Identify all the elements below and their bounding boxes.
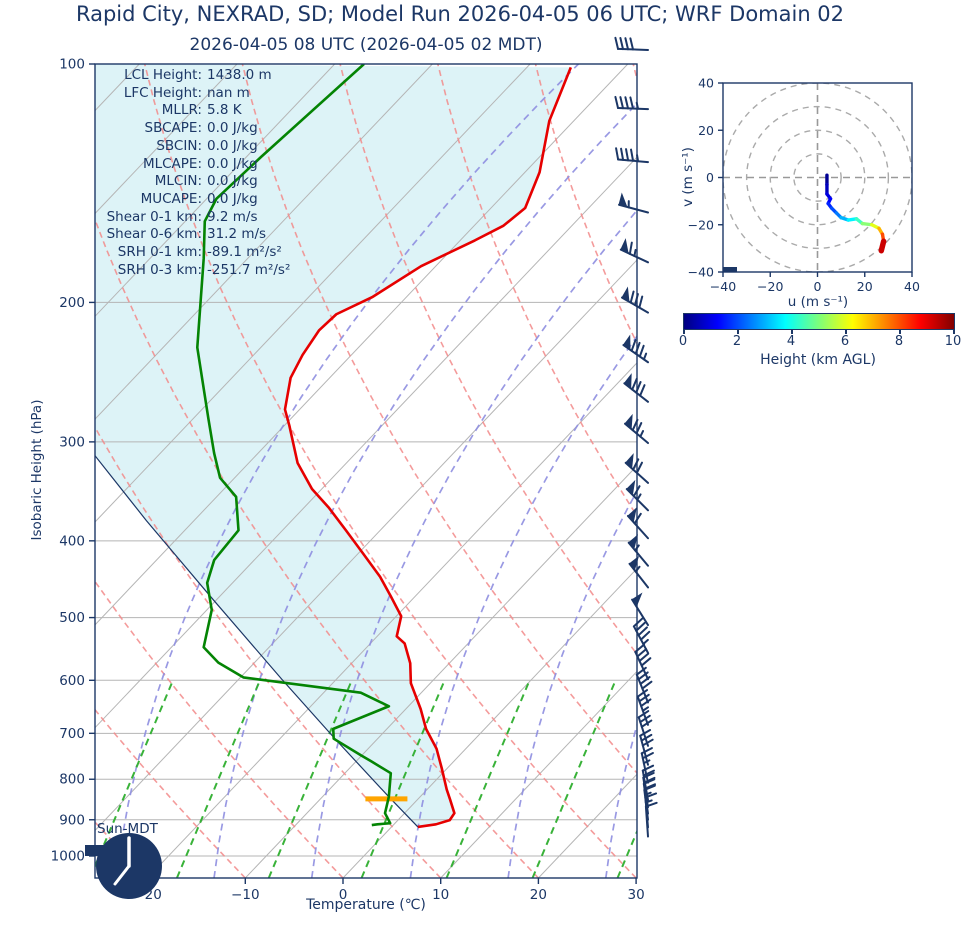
- stat-line: Shear 0-1 km: 9.2 m/s: [0, 209, 258, 225]
- page-title: Rapid City, NEXRAD, SD; Model Run 2026-0…: [75, 2, 845, 26]
- axis-corner-marker: [85, 845, 105, 856]
- svg-text:20: 20: [530, 887, 547, 903]
- colorbar-tick-label: 0: [678, 334, 688, 349]
- stat-line: SRH 0-3 km: -251.7 m²/s²: [0, 261, 291, 278]
- colorbar-tick-label: 8: [894, 334, 904, 349]
- stat-label: MLCIN:: [154, 173, 202, 190]
- stat-value: -251.7 m²/s²: [207, 261, 291, 278]
- stat-label: Shear 0-6 km:: [106, 226, 202, 243]
- stat-line: MUCAPE: 0.0 J/kg: [0, 191, 258, 207]
- stat-label: SBCAPE:: [144, 120, 202, 137]
- svg-text:−20: −20: [688, 217, 714, 232]
- colorbar-tick-mark: [791, 330, 793, 334]
- svg-text:900: 900: [59, 812, 85, 828]
- svg-text:10: 10: [432, 887, 449, 903]
- svg-text:300: 300: [59, 434, 85, 450]
- svg-text:400: 400: [59, 533, 85, 549]
- stat-label: MUCAPE:: [140, 191, 202, 208]
- svg-text:0: 0: [706, 170, 714, 185]
- svg-text:0: 0: [814, 279, 822, 294]
- stat-line: Shear 0-6 km: 31.2 m/s: [0, 226, 267, 243]
- valid-time-subtitle: 2026-04-05 08 UTC (2026-04-05 02 MDT): [189, 35, 543, 55]
- temperature-curve: [283, 66, 573, 829]
- hodograph-panel: −40 −20 0 20 40 −40 −20 0 20 40: [688, 76, 920, 295]
- hodograph-y-label: v (m s⁻¹): [680, 147, 696, 207]
- colorbar-tick-label: 6: [840, 334, 850, 349]
- stat-value: 0.0 J/kg: [207, 120, 258, 137]
- svg-text:−20: −20: [757, 279, 783, 294]
- svg-text:20: 20: [857, 279, 873, 294]
- colorbar-tick-label: 10: [944, 334, 961, 349]
- stat-value: 5.8 K: [207, 102, 242, 119]
- cin-shade-region: [95, 64, 571, 827]
- hodograph-corner-marker: [723, 267, 737, 272]
- stat-value: -89.1 m²/s²: [207, 244, 282, 261]
- timezone-label: Sun-MDT: [97, 821, 158, 837]
- stat-label: MLLR:: [161, 102, 202, 119]
- stat-label: Shear 0-1 km:: [106, 208, 202, 225]
- stat-label: MLCAPE:: [142, 155, 202, 172]
- colorbar-tick-mark: [899, 330, 901, 334]
- colorbar-tick-label: 4: [786, 334, 796, 349]
- colorbar-tick-mark: [737, 330, 739, 334]
- svg-text:−10: −10: [231, 887, 260, 903]
- stat-label: LCL Height:: [124, 67, 202, 83]
- stat-line: SBCAPE: 0.0 J/kg: [0, 120, 258, 136]
- stat-value: 0.0 J/kg: [207, 137, 258, 154]
- svg-text:30: 30: [628, 887, 645, 903]
- stat-value: 9.2 m/s: [207, 208, 258, 225]
- hodograph-x-label: u (m s⁻¹): [787, 294, 849, 310]
- colorbar-tick-mark: [845, 330, 847, 334]
- svg-text:600: 600: [59, 673, 85, 689]
- stat-line: SBCIN: 0.0 J/kg: [0, 137, 258, 154]
- stat-label: LFC Height:: [123, 84, 202, 101]
- colorbar-tick-mark: [953, 330, 955, 334]
- svg-text:500: 500: [59, 610, 85, 626]
- stat-line: MLCIN: 0.0 J/kg: [0, 173, 258, 189]
- height-colorbar: [683, 313, 955, 330]
- svg-text:40: 40: [904, 279, 920, 294]
- stat-label: SBCIN:: [156, 137, 202, 154]
- wind-barb-column: [614, 36, 658, 838]
- hodograph-trace: [825, 173, 887, 254]
- stat-line: LFC Height: nan m: [0, 85, 250, 101]
- skewt-plot-area: [95, 64, 637, 878]
- svg-text:−40: −40: [688, 265, 714, 280]
- local-time-clock-icon: [96, 833, 162, 899]
- stat-line: MLLR: 5.8 K: [0, 102, 242, 118]
- svg-text:200: 200: [59, 295, 85, 311]
- stat-line: LCL Height: 1438.0 m: [0, 67, 272, 83]
- svg-text:−40: −40: [710, 279, 736, 294]
- stat-label: SRH 0-3 km:: [117, 261, 202, 278]
- stat-line: SRH 0-1 km: -89.1 m²/s²: [0, 244, 282, 260]
- svg-text:20: 20: [698, 123, 714, 138]
- stat-value: 31.2 m/s: [207, 226, 267, 243]
- stat-label: SRH 0-1 km:: [117, 244, 202, 261]
- x-axis-label: Temperature (℃): [306, 897, 426, 913]
- svg-text:700: 700: [59, 726, 85, 742]
- stat-value: 1438.0 m: [207, 67, 272, 83]
- dewpoint-curve: [195, 64, 393, 827]
- stat-value: 0.0 J/kg: [207, 173, 258, 190]
- svg-text:800: 800: [59, 772, 85, 788]
- stat-line: MLCAPE: 0.0 J/kg: [0, 156, 258, 172]
- colorbar-tick-label: 2: [732, 334, 742, 349]
- svg-text:40: 40: [698, 76, 714, 91]
- stat-value: nan m: [207, 84, 250, 101]
- colorbar-label: Height (km AGL): [760, 352, 876, 368]
- svg-text:0: 0: [339, 887, 348, 903]
- svg-text:100: 100: [59, 57, 85, 73]
- stat-value: 0.0 J/kg: [207, 191, 258, 208]
- svg-text:1000: 1000: [51, 849, 85, 865]
- stat-value: 0.0 J/kg: [207, 155, 258, 172]
- colorbar-tick-mark: [683, 330, 685, 334]
- y-axis-label: Isobaric Height (hPa): [29, 399, 45, 541]
